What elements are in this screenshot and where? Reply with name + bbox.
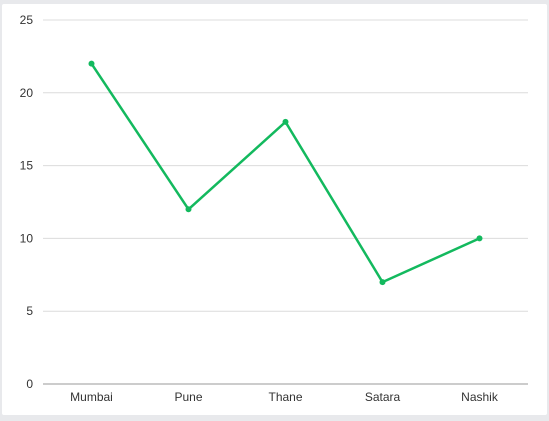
x-tick-label: Pune (174, 390, 202, 404)
x-tick-label: Nashik (461, 390, 499, 404)
x-tick-label: Satara (365, 390, 401, 404)
y-tick-label: 15 (20, 159, 34, 173)
data-point[interactable] (88, 60, 95, 67)
y-tick-label: 10 (20, 231, 34, 245)
data-point[interactable] (476, 235, 483, 242)
y-tick-label: 20 (20, 86, 34, 100)
series-line (90, 62, 481, 284)
x-tick-label: Mumbai (70, 390, 113, 404)
x-axis-ticks: Mumbai Pune Thane Satara Nashik (70, 390, 499, 404)
data-point[interactable] (282, 118, 289, 125)
data-point[interactable] (379, 279, 386, 286)
line-chart: 0 5 10 15 20 25 Mumbai Pune Thane Satara Nashik (20, 13, 528, 404)
y-tick-label: 0 (26, 377, 33, 391)
y-axis-ticks: 0 5 10 15 20 25 (20, 13, 34, 391)
y-tick-label: 25 (20, 13, 34, 27)
chart-card: 0 5 10 15 20 25 Mumbai Pune Thane Satara Nashik (2, 4, 547, 415)
x-tick-label: Thane (268, 390, 302, 404)
data-point[interactable] (185, 206, 192, 213)
y-tick-label: 5 (26, 304, 33, 318)
series-group (88, 60, 483, 286)
grid-lines (43, 19, 528, 385)
